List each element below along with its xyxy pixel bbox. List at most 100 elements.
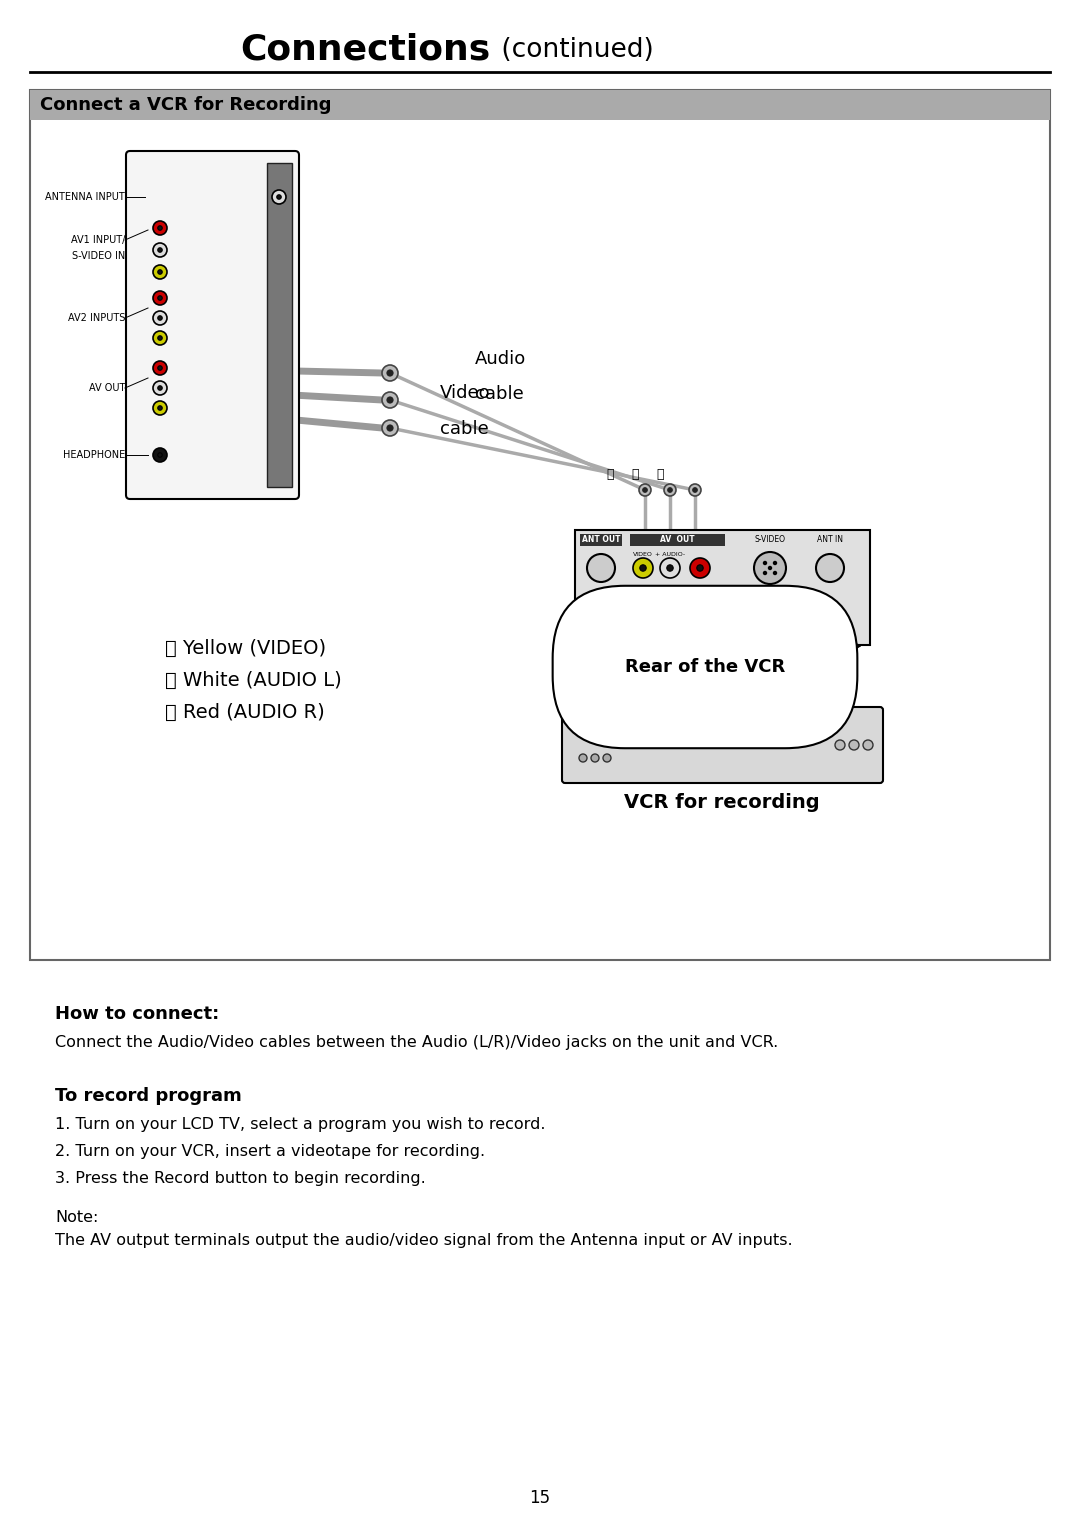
Circle shape xyxy=(633,557,653,579)
Text: AV OUT: AV OUT xyxy=(89,383,125,392)
Text: Video: Video xyxy=(440,383,490,402)
Bar xyxy=(635,728,805,747)
Bar xyxy=(630,592,710,605)
Text: How to connect:: How to connect: xyxy=(55,1005,219,1023)
Circle shape xyxy=(382,420,399,437)
Text: ANT IN: ANT IN xyxy=(816,536,843,545)
Circle shape xyxy=(158,270,162,275)
Circle shape xyxy=(382,365,399,382)
Circle shape xyxy=(666,565,673,571)
Circle shape xyxy=(387,425,393,431)
Text: Connect the Audio/Video cables between the Audio (L/R)/Video jacks on the unit a: Connect the Audio/Video cables between t… xyxy=(55,1035,779,1051)
Text: Ⓡ Red (AUDIO R): Ⓡ Red (AUDIO R) xyxy=(165,702,325,721)
Circle shape xyxy=(849,741,859,750)
Circle shape xyxy=(158,226,162,231)
Bar xyxy=(580,534,622,547)
Circle shape xyxy=(692,487,698,492)
Text: S-VIDEO: S-VIDEO xyxy=(755,536,785,545)
Circle shape xyxy=(664,484,676,496)
Circle shape xyxy=(579,754,588,762)
Circle shape xyxy=(153,221,167,235)
Text: AV2 INPUTS: AV2 INPUTS xyxy=(68,313,125,324)
Circle shape xyxy=(158,406,162,411)
Circle shape xyxy=(158,296,162,301)
Circle shape xyxy=(591,754,599,762)
Text: VCR for recording: VCR for recording xyxy=(624,793,820,811)
Text: 2. Turn on your VCR, insert a videotape for recording.: 2. Turn on your VCR, insert a videotape … xyxy=(55,1144,485,1159)
Text: VIDEO: VIDEO xyxy=(633,551,653,556)
Text: ⓨ Yellow (VIDEO): ⓨ Yellow (VIDEO) xyxy=(165,638,326,658)
Text: Connections: Connections xyxy=(240,34,490,67)
Circle shape xyxy=(387,397,393,403)
Text: (continued): (continued) xyxy=(492,37,653,63)
Circle shape xyxy=(158,316,162,321)
Circle shape xyxy=(764,571,767,574)
Circle shape xyxy=(863,741,873,750)
Circle shape xyxy=(588,554,615,582)
Circle shape xyxy=(153,312,167,325)
Text: ⓦ White (AUDIO L): ⓦ White (AUDIO L) xyxy=(165,670,341,690)
Text: 1. Turn on your LCD TV, select a program you wish to record.: 1. Turn on your LCD TV, select a program… xyxy=(55,1116,545,1132)
Circle shape xyxy=(276,195,281,199)
Circle shape xyxy=(633,609,653,631)
Text: VIDEO: VIDEO xyxy=(633,606,653,611)
Circle shape xyxy=(689,484,701,496)
Circle shape xyxy=(639,565,646,571)
Circle shape xyxy=(639,484,651,496)
Circle shape xyxy=(153,331,167,345)
Text: AV  OUT: AV OUT xyxy=(660,536,694,545)
Text: S-VIDEO IN: S-VIDEO IN xyxy=(71,250,125,261)
Text: ⓦ: ⓦ xyxy=(631,469,638,481)
Text: AV1 INPUT/: AV1 INPUT/ xyxy=(70,235,125,244)
Circle shape xyxy=(153,402,167,415)
Circle shape xyxy=(690,557,710,579)
Circle shape xyxy=(272,189,286,205)
Text: AUDIO: AUDIO xyxy=(660,606,680,611)
Circle shape xyxy=(158,454,162,457)
FancyBboxPatch shape xyxy=(126,151,299,499)
Bar xyxy=(267,163,292,487)
Circle shape xyxy=(153,243,167,257)
Circle shape xyxy=(773,571,777,574)
Text: Rear of the VCR: Rear of the VCR xyxy=(625,658,785,676)
Circle shape xyxy=(603,754,611,762)
Circle shape xyxy=(153,447,167,463)
Text: cable: cable xyxy=(440,420,489,438)
Circle shape xyxy=(153,382,167,395)
Bar xyxy=(630,534,725,547)
Circle shape xyxy=(158,386,162,391)
Text: 3. Press the Record button to begin recording.: 3. Press the Record button to begin reco… xyxy=(55,1171,426,1186)
Circle shape xyxy=(382,392,399,408)
Text: Note:: Note: xyxy=(55,1209,98,1225)
Text: Ⓡ: Ⓡ xyxy=(657,469,664,481)
Circle shape xyxy=(660,609,680,631)
Circle shape xyxy=(660,557,680,579)
Text: AV IN: AV IN xyxy=(659,594,681,603)
Circle shape xyxy=(603,728,611,736)
Circle shape xyxy=(754,551,786,583)
Circle shape xyxy=(697,617,703,623)
Text: cable: cable xyxy=(475,385,524,403)
Circle shape xyxy=(835,741,845,750)
Circle shape xyxy=(769,567,771,570)
Circle shape xyxy=(579,728,588,736)
Circle shape xyxy=(387,370,393,376)
Bar xyxy=(30,90,1050,121)
Text: To record program: To record program xyxy=(55,1087,242,1106)
Circle shape xyxy=(639,617,646,623)
Text: ANTENNA INPUT: ANTENNA INPUT xyxy=(45,192,125,202)
Circle shape xyxy=(153,292,167,305)
Circle shape xyxy=(816,554,843,582)
Text: Connect a VCR for Recording: Connect a VCR for Recording xyxy=(40,96,332,115)
Text: The AV output terminals output the audio/video signal from the Antenna input or : The AV output terminals output the audio… xyxy=(55,1232,793,1248)
Bar xyxy=(575,530,870,644)
Circle shape xyxy=(773,562,777,565)
Text: HEADPHONE: HEADPHONE xyxy=(63,450,125,460)
Bar xyxy=(30,90,1050,960)
Circle shape xyxy=(153,266,167,279)
Text: + AUDIO-: + AUDIO- xyxy=(654,551,685,556)
Text: 15: 15 xyxy=(529,1489,551,1507)
Circle shape xyxy=(690,609,710,631)
Circle shape xyxy=(158,366,162,370)
Text: Audio: Audio xyxy=(475,350,526,368)
